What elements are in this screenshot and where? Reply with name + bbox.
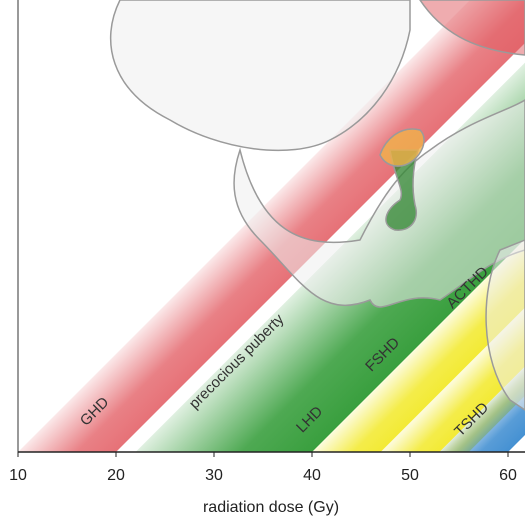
x-tick-label: 30 bbox=[205, 467, 223, 484]
brainstem bbox=[233, 99, 525, 308]
x-tick-label: 40 bbox=[303, 467, 321, 484]
x-tick-label: 60 bbox=[499, 467, 517, 484]
brain-lobe bbox=[109, 0, 411, 152]
x-axis-label: radiation dose (Gy) bbox=[203, 499, 339, 516]
brain-illustration bbox=[109, 0, 525, 411]
x-tick-label: 20 bbox=[107, 467, 125, 484]
cerebellum bbox=[485, 239, 525, 411]
pituitary bbox=[385, 149, 420, 231]
chiasm bbox=[379, 128, 425, 167]
x-tick-label: 50 bbox=[401, 467, 419, 484]
x-tick-label: 10 bbox=[9, 467, 27, 484]
dose-band bbox=[312, 239, 525, 452]
